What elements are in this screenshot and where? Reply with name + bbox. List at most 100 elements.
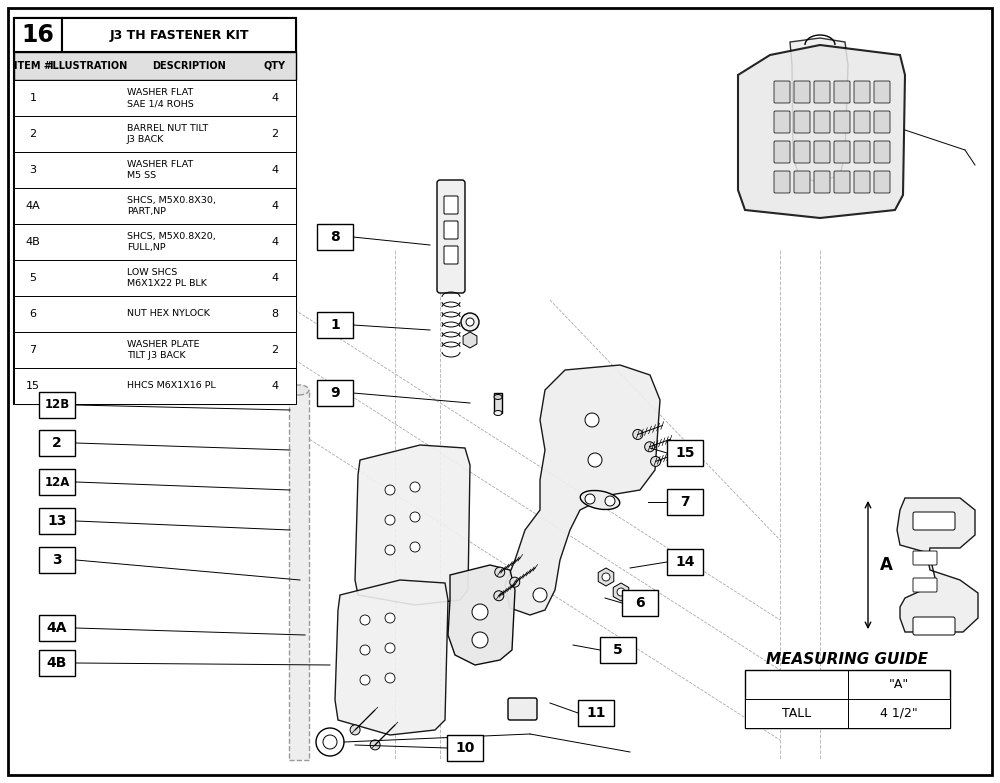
Text: 4: 4: [271, 273, 279, 283]
FancyBboxPatch shape: [794, 81, 810, 103]
Circle shape: [466, 318, 474, 326]
FancyBboxPatch shape: [834, 81, 850, 103]
FancyBboxPatch shape: [794, 171, 810, 193]
Polygon shape: [505, 365, 660, 615]
FancyBboxPatch shape: [794, 141, 810, 163]
Text: LOW SHCS
M6X1X22 PL BLK: LOW SHCS M6X1X22 PL BLK: [127, 268, 207, 288]
Text: 2: 2: [52, 436, 62, 450]
Circle shape: [510, 577, 520, 587]
Polygon shape: [355, 445, 470, 605]
Bar: [39, 392, 75, 418]
FancyBboxPatch shape: [913, 617, 955, 635]
Text: 11: 11: [586, 706, 606, 720]
Text: 3: 3: [30, 165, 36, 175]
Text: J3 TH FASTENER KIT: J3 TH FASTENER KIT: [109, 28, 249, 41]
Bar: [14, 80, 296, 116]
Text: HHCS M6X1X16 PL: HHCS M6X1X16 PL: [127, 381, 216, 391]
Ellipse shape: [494, 410, 502, 416]
Bar: [14, 116, 296, 152]
Circle shape: [350, 725, 360, 735]
Bar: [667, 489, 703, 515]
Text: 1: 1: [330, 318, 340, 332]
Text: MEASURING GUIDE: MEASURING GUIDE: [767, 652, 928, 667]
Bar: [39, 430, 75, 456]
Polygon shape: [613, 583, 629, 601]
FancyBboxPatch shape: [834, 141, 850, 163]
Text: 13: 13: [47, 514, 67, 528]
FancyBboxPatch shape: [854, 171, 870, 193]
Polygon shape: [790, 38, 848, 182]
FancyBboxPatch shape: [444, 221, 458, 239]
Text: NUT HEX NYLOCK: NUT HEX NYLOCK: [127, 309, 210, 319]
Text: 2: 2: [271, 345, 279, 355]
Ellipse shape: [289, 385, 309, 395]
Bar: [494, 393, 502, 413]
Text: SHCS, M5X0.8X20,
FULL,NP: SHCS, M5X0.8X20, FULL,NP: [127, 232, 216, 252]
Bar: [745, 670, 950, 728]
Text: 1: 1: [30, 93, 36, 103]
FancyBboxPatch shape: [774, 111, 790, 133]
Circle shape: [495, 567, 505, 577]
Circle shape: [494, 590, 504, 601]
Circle shape: [461, 313, 479, 331]
FancyBboxPatch shape: [774, 81, 790, 103]
Text: 10: 10: [455, 741, 475, 755]
FancyBboxPatch shape: [814, 141, 830, 163]
Ellipse shape: [580, 490, 620, 510]
Bar: [317, 224, 353, 250]
FancyBboxPatch shape: [774, 171, 790, 193]
FancyBboxPatch shape: [913, 512, 955, 530]
Circle shape: [385, 673, 395, 683]
Circle shape: [360, 675, 370, 685]
Text: 5: 5: [30, 273, 36, 283]
Text: 4A: 4A: [47, 621, 67, 635]
Circle shape: [605, 496, 615, 506]
Bar: [447, 735, 483, 761]
FancyBboxPatch shape: [508, 698, 537, 720]
Circle shape: [472, 632, 488, 648]
Polygon shape: [598, 568, 614, 586]
Text: SHCS, M5X0.8X30,
PART,NP: SHCS, M5X0.8X30, PART,NP: [127, 196, 216, 216]
Text: 4: 4: [271, 237, 279, 247]
Ellipse shape: [494, 395, 502, 399]
Text: "A": "A": [889, 678, 909, 691]
FancyBboxPatch shape: [874, 81, 890, 103]
FancyBboxPatch shape: [437, 180, 465, 293]
Text: 4A: 4A: [26, 201, 40, 211]
Text: 3: 3: [52, 553, 62, 567]
FancyBboxPatch shape: [444, 196, 458, 214]
Bar: [317, 380, 353, 406]
FancyBboxPatch shape: [874, 141, 890, 163]
Text: TALL: TALL: [782, 707, 811, 720]
FancyBboxPatch shape: [913, 551, 937, 565]
FancyBboxPatch shape: [814, 111, 830, 133]
Text: WASHER FLAT
M5 SS: WASHER FLAT M5 SS: [127, 160, 193, 180]
Text: 15: 15: [26, 381, 40, 391]
Text: 4 1/2": 4 1/2": [880, 707, 918, 720]
Text: 4: 4: [271, 93, 279, 103]
Bar: [745, 699, 950, 728]
Circle shape: [385, 613, 395, 623]
Bar: [62, 18, 296, 52]
Circle shape: [588, 453, 602, 467]
Circle shape: [370, 740, 380, 750]
Bar: [14, 188, 296, 224]
Circle shape: [385, 515, 395, 525]
Circle shape: [410, 542, 420, 552]
Text: 16: 16: [22, 23, 54, 47]
Circle shape: [633, 429, 643, 439]
Polygon shape: [335, 580, 448, 735]
Circle shape: [385, 545, 395, 555]
Bar: [39, 547, 75, 573]
FancyBboxPatch shape: [913, 578, 937, 592]
Text: 4B: 4B: [47, 656, 67, 670]
Text: 5: 5: [613, 643, 623, 657]
Text: BARREL NUT TILT
J3 BACK: BARREL NUT TILT J3 BACK: [127, 124, 208, 144]
Text: 15: 15: [675, 446, 695, 460]
Text: 4B: 4B: [26, 237, 40, 247]
Circle shape: [410, 512, 420, 522]
Text: ILLUSTRATION: ILLUSTRATION: [49, 61, 127, 71]
Circle shape: [360, 615, 370, 625]
Text: 2: 2: [29, 129, 37, 139]
Bar: [39, 508, 75, 534]
